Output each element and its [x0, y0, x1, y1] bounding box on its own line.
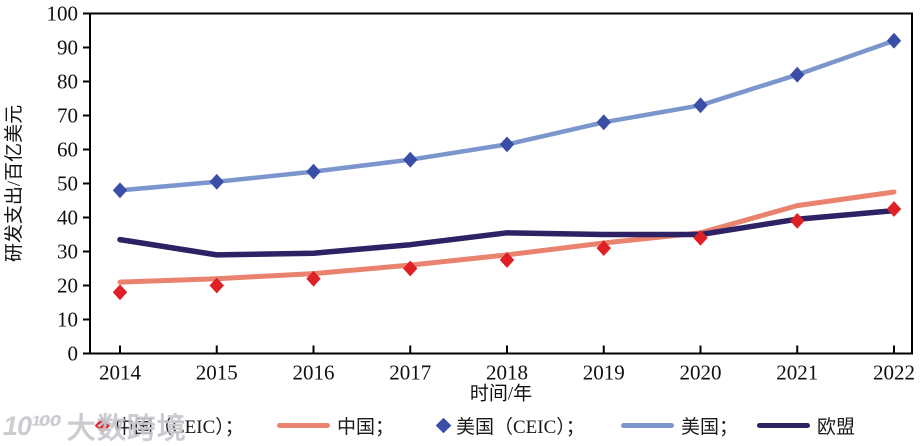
series-china-ceic-markers	[112, 201, 902, 301]
y-axis-label: 研发支出/百亿美元	[3, 105, 25, 262]
diamond-marker-swatch	[435, 417, 452, 433]
y-tick-label: 80	[57, 70, 78, 94]
diamond-marker	[209, 173, 224, 190]
legend-label: 欧盟	[817, 416, 856, 438]
series-us-ceic-markers	[112, 32, 902, 199]
x-tick-label: 2020	[680, 361, 722, 385]
line-marker-swatch	[621, 422, 674, 428]
y-tick-label: 70	[57, 104, 78, 128]
y-tick-label: 40	[57, 206, 78, 230]
axes: 0 10 20 30 40 50 60 70 80 90 100 2014 2015 2016 2017 20…	[3, 2, 915, 405]
y-tick-label: 0	[68, 342, 79, 366]
y-tick-label: 50	[57, 172, 78, 196]
y-tick-label: 20	[57, 274, 78, 298]
diamond-marker	[596, 114, 611, 131]
y-tick-label: 90	[57, 36, 78, 60]
x-axis-label: 时间/年	[470, 383, 532, 405]
x-tick-label: 2018	[486, 361, 528, 385]
chart-canvas: 0 10 20 30 40 50 60 70 80 90 100 2014 2015 2016 2017 20…	[3, 2, 915, 405]
line-marker-swatch	[277, 422, 330, 428]
diamond-marker	[499, 252, 515, 268]
y-tick-label: 60	[57, 138, 78, 162]
diamond-marker	[693, 97, 708, 114]
diamond-marker	[790, 213, 805, 229]
diamond-marker	[112, 284, 128, 301]
diamond-marker	[112, 182, 128, 199]
chart-legend: 中国（CEIC）； 中国； 美国（CEIC）； 美国； 欧盟	[0, 408, 923, 442]
diamond-marker	[790, 66, 805, 83]
legend-label: 美国（CEIC）；	[456, 416, 585, 438]
legend-item-us: 美国；	[621, 408, 738, 442]
y-tick-label: 30	[57, 240, 78, 264]
legend-item-china: 中国；	[277, 408, 394, 442]
diamond-marker	[306, 270, 321, 287]
x-tick-label: 2016	[293, 361, 335, 385]
diamond-marker	[596, 240, 611, 256]
series-us-line	[117, 38, 897, 193]
x-tick-label: 2022	[873, 361, 915, 385]
diamond-marker	[499, 136, 515, 153]
legend-item-china-ceic: 中国（CEIC）；	[94, 408, 244, 442]
diamond-marker	[886, 201, 902, 217]
diamond-marker-swatch	[94, 417, 111, 433]
diamond-marker	[693, 230, 708, 246]
y-tick-label: 10	[57, 308, 78, 332]
legend-item-us-ceic: 美国（CEIC）；	[435, 408, 585, 442]
legend-label: 中国（CEIC）；	[115, 416, 244, 438]
diamond-marker	[886, 32, 902, 49]
series-china-line	[117, 189, 897, 285]
diamond-marker	[403, 260, 418, 277]
line-marker-swatch	[757, 422, 810, 428]
series-eu-line	[117, 207, 897, 258]
legend-label: 美国；	[681, 416, 739, 438]
diamond-marker	[403, 151, 418, 168]
y-tick-label: 100	[47, 2, 79, 26]
x-tick-label: 2017	[389, 361, 431, 385]
legend-item-eu: 欧盟	[757, 408, 855, 442]
diamond-marker	[209, 277, 224, 294]
x-tick-label: 2015	[196, 361, 238, 385]
diamond-marker	[306, 163, 321, 180]
x-tick-label: 2021	[776, 361, 818, 385]
x-tick-label: 2014	[99, 361, 142, 385]
legend-label: 中国；	[337, 416, 395, 438]
x-tick-label: 2019	[583, 361, 625, 385]
